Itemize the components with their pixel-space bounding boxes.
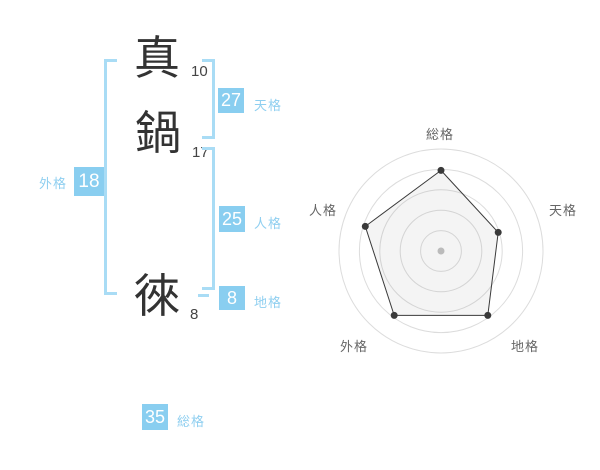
tenkaku-badge: 27: [218, 88, 244, 113]
chart-axis-label-tenkaku: 天格: [548, 203, 577, 218]
gaikaku-label: 外格: [39, 176, 68, 191]
chart-axis-label-jinkaku: 人格: [308, 203, 337, 218]
jinkaku-label: 人格: [254, 216, 283, 231]
chart-axis-label-soukaku: 総格: [425, 127, 454, 142]
chikaku-dash: [198, 294, 209, 297]
chikaku-badge: 8: [219, 286, 245, 310]
jinkaku-bracket-tick-bottom: [202, 287, 215, 290]
jinkaku-badge: 25: [219, 206, 245, 232]
tenkaku-bracket-tick-top: [202, 59, 215, 62]
stroke-count-3: 8: [190, 306, 199, 323]
tenkaku-bracket-tick-bottom: [202, 136, 215, 139]
chart-axis-label-chikaku: 地格: [510, 339, 539, 354]
jinkaku-bracket-line: [212, 147, 215, 290]
soukaku-label: 総格: [177, 414, 206, 429]
gaikaku-bracket-line: [104, 59, 107, 295]
gaikaku-badge: 18: [74, 167, 104, 196]
chikaku-label: 地格: [254, 295, 283, 310]
jinkaku-bracket-tick-top: [202, 147, 215, 150]
gaikaku-bracket-tick-top: [104, 59, 117, 62]
tenkaku-bracket-line: [212, 59, 215, 139]
gaikaku-bracket-tick-bottom: [104, 292, 117, 295]
name-character-1: 真: [134, 32, 180, 84]
soukaku-badge: 35: [142, 404, 168, 430]
chart-axis-label-gaikaku: 外格: [339, 339, 368, 354]
radar-chart: [301, 121, 581, 381]
tenkaku-label: 天格: [254, 98, 283, 113]
radar-chart-canvas: [338, 148, 544, 354]
name-character-2: 鍋: [135, 107, 181, 159]
name-character-3: 徠: [134, 270, 180, 322]
stroke-count-1: 10: [191, 63, 208, 80]
